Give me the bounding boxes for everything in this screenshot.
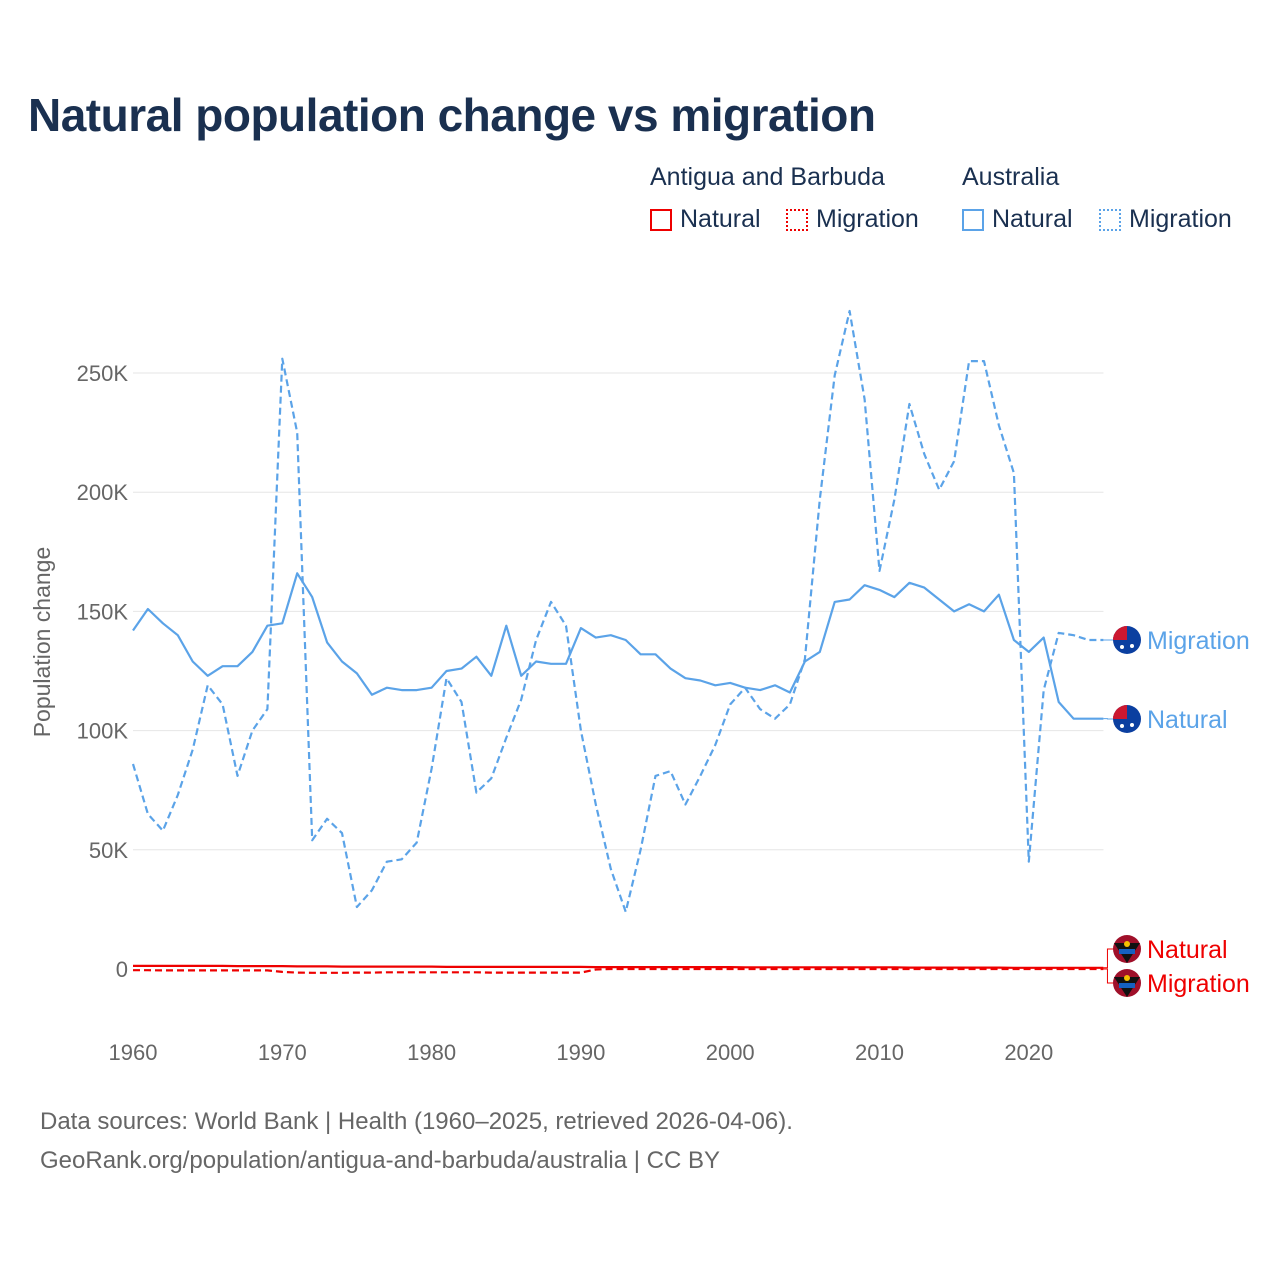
- legend-group-antigua: Antigua and Barbuda: [650, 163, 885, 191]
- australia-flag-icon: [1113, 705, 1141, 733]
- x-tick-label: 2020: [1004, 1040, 1053, 1065]
- source-link[interactable]: GeoRank.org/population/antigua-and-barbu…: [40, 1147, 720, 1174]
- x-tick-label: 1960: [109, 1040, 158, 1065]
- y-tick-label: 100K: [77, 719, 129, 744]
- legend-swatch-dotted: [1099, 208, 1121, 231]
- y-tick-label: 150K: [77, 599, 129, 624]
- label-connector: [1103, 948, 1114, 969]
- legend-label: Migration: [816, 205, 919, 233]
- source-note: Data sources: World Bank | Health (1960–…: [40, 1108, 793, 1135]
- series-end-label: Natural: [1147, 936, 1228, 964]
- legend-item-australia-migration[interactable]: Migration: [1099, 205, 1232, 234]
- legend-item-antigua-migration[interactable]: Migration: [786, 205, 919, 234]
- australia-flag-icon: [1113, 626, 1141, 654]
- legend-swatch-dotted: [786, 208, 808, 231]
- x-tick-label: 1970: [258, 1040, 307, 1065]
- y-axis-label: Population change: [29, 547, 55, 738]
- series-line-australia-migration: [131, 309, 1104, 913]
- antigua-flag-icon: [1113, 969, 1141, 997]
- x-tick-label: 1990: [556, 1040, 605, 1065]
- y-tick-label: 50K: [89, 838, 128, 863]
- legend-label: Natural: [992, 205, 1073, 233]
- antigua-flag-icon: [1113, 935, 1141, 963]
- label-connector: [1103, 968, 1114, 984]
- series-end-label: Migration: [1147, 970, 1250, 998]
- legend-swatch-solid: [650, 208, 672, 231]
- legend-swatch-solid: [962, 208, 984, 231]
- series-line-antigua-and-barbuda-migration: [133, 967, 1104, 974]
- x-tick-label: 2010: [855, 1040, 904, 1065]
- x-tick-label: 2000: [706, 1040, 755, 1065]
- legend-group-australia: Australia: [962, 163, 1060, 191]
- legend-item-australia-natural[interactable]: Natural: [962, 205, 1073, 234]
- y-tick-label: 0: [116, 957, 128, 982]
- legend-item-antigua-natural[interactable]: Natural: [650, 205, 761, 234]
- chart-title: Natural population change vs migration: [28, 89, 876, 141]
- series-line-antigua-and-barbuda-natural: [133, 964, 1104, 969]
- series-end-label: Natural: [1147, 706, 1228, 734]
- x-tick-label: 1980: [407, 1040, 456, 1065]
- series-end-label: Migration: [1147, 627, 1250, 655]
- y-tick-label: 200K: [77, 480, 129, 505]
- series-line-australia-natural: [132, 572, 1104, 720]
- legend-label: Natural: [680, 205, 761, 233]
- y-tick-label: 250K: [77, 361, 129, 386]
- legend-label: Migration: [1129, 205, 1232, 233]
